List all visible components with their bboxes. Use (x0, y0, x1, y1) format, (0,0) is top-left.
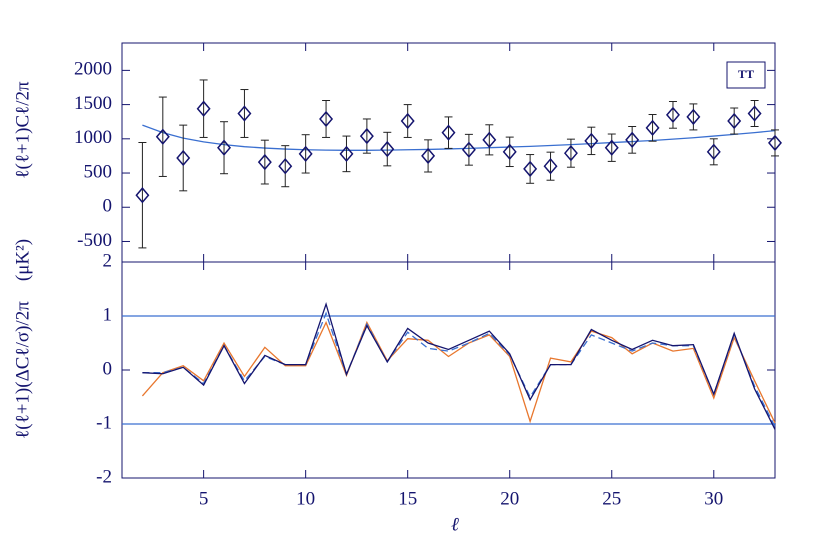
data-point (135, 187, 150, 204)
data-point (563, 145, 578, 162)
x-tick-label: 10 (296, 488, 315, 509)
data-point (706, 143, 721, 160)
x-tick-label: 15 (398, 488, 417, 509)
data-point (502, 143, 517, 160)
y-tick-label: 2000 (74, 59, 112, 80)
data-point (543, 158, 558, 175)
y-tick-label: 2 (103, 250, 113, 271)
y-tick-label: 1000 (74, 127, 112, 148)
y-axis-label: ℓ(ℓ+1)Cℓ/2π (12, 81, 33, 179)
x-tick-label: 5 (199, 488, 209, 509)
data-point (686, 108, 701, 126)
y-axis-label: ℓ(ℓ+1)(ΔCℓ/σ)/2π (12, 301, 33, 439)
y-tick-label: 1 (103, 304, 113, 325)
residual-line (142, 301, 776, 430)
data-point (645, 119, 660, 137)
y-axis-unit: (μK²) (12, 239, 33, 281)
legend-box (726, 61, 766, 89)
data-point (237, 105, 252, 122)
data-point (768, 134, 782, 152)
data-point (604, 139, 619, 156)
residual-line (141, 320, 776, 424)
x-tick-label: 25 (602, 488, 621, 509)
data-point (400, 112, 415, 130)
x-axis-label: ℓ (451, 514, 459, 535)
data-point (584, 132, 599, 150)
data-point (359, 127, 374, 145)
data-point (441, 124, 456, 141)
data-point (217, 139, 232, 156)
data-point (155, 128, 170, 145)
data-point (176, 149, 191, 167)
data-point (257, 153, 272, 171)
x-tick-label: 30 (704, 488, 723, 509)
y-tick-label: -1 (96, 412, 112, 433)
data-point (727, 112, 742, 130)
y-tick-label: -2 (96, 466, 112, 487)
data-point (421, 147, 436, 165)
data-point (319, 110, 334, 128)
y-tick-label: 500 (84, 161, 113, 182)
data-point (482, 131, 497, 148)
data-point (298, 145, 313, 163)
data-point (380, 140, 395, 158)
model-curve (142, 124, 776, 151)
legend-label: TT (738, 67, 754, 81)
top-frame (121, 42, 776, 263)
data-point (196, 100, 211, 117)
x-tick-label: 20 (500, 488, 519, 509)
y-tick-label: 1500 (74, 93, 112, 114)
y-tick-label: 0 (103, 358, 113, 379)
data-point (339, 145, 354, 163)
data-point (665, 106, 680, 124)
data-point (747, 105, 762, 122)
data-point (625, 131, 640, 148)
y-tick-label: -500 (77, 230, 112, 251)
y-tick-label: 0 (103, 196, 113, 217)
data-point (523, 160, 538, 178)
data-point (278, 158, 293, 175)
bottom-frame (121, 261, 776, 479)
residual-line (142, 311, 776, 427)
data-point (461, 141, 476, 158)
